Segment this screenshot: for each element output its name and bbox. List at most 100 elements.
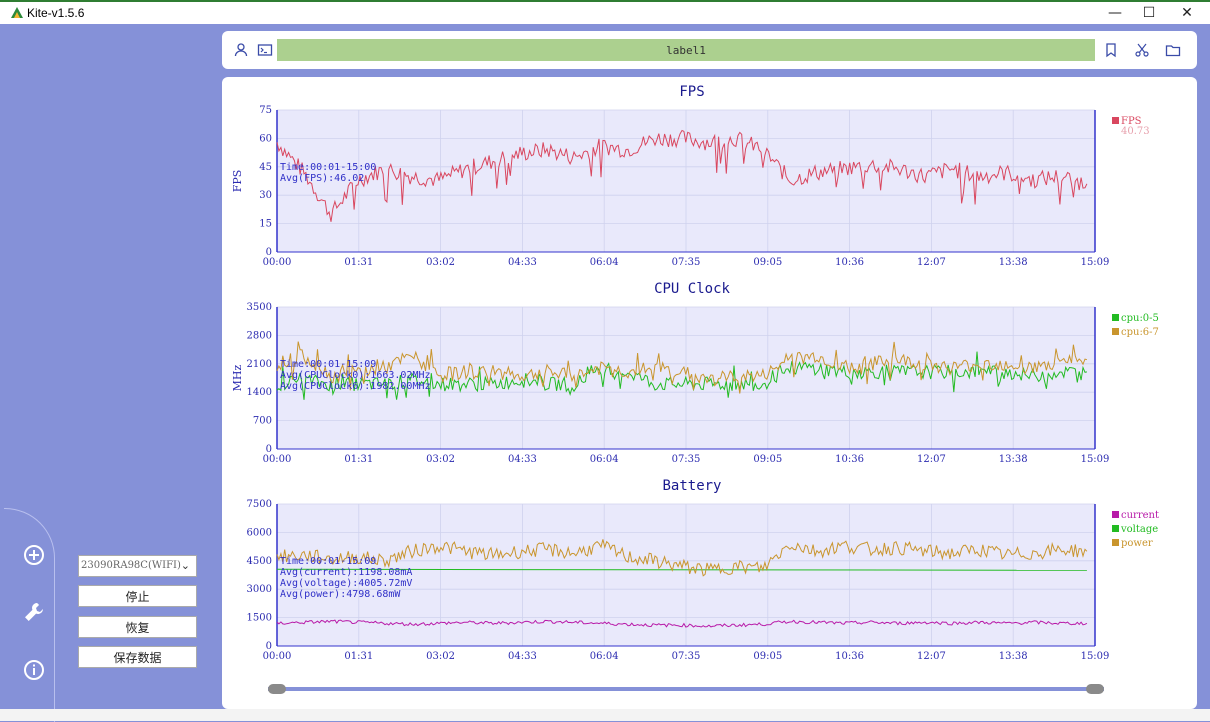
chart-annotation: Time:00:01-15:09 <box>280 359 376 370</box>
add-circle-icon[interactable] <box>22 543 46 567</box>
legend-label: power <box>1121 538 1153 549</box>
x-tick-label: 03:02 <box>426 454 455 465</box>
x-tick-label: 09:05 <box>753 454 782 465</box>
y-tick-label: 45 <box>259 162 272 173</box>
series-line-FPS <box>276 129 1088 222</box>
window-title: Kite-v1.5.6 <box>27 6 85 20</box>
x-tick-label: 00:00 <box>263 651 292 662</box>
x-tick-label: 00:00 <box>263 454 292 465</box>
x-tick-label: 15:09 <box>1081 257 1110 268</box>
x-tick-label: 01:31 <box>344 454 373 465</box>
device-select-value: 23090RA98C(WIFI) <box>81 560 181 571</box>
x-tick-label: 03:02 <box>426 257 455 268</box>
legend-label: cpu:6-7 <box>1121 327 1159 338</box>
resume-button[interactable]: 恢复 <box>78 616 197 638</box>
x-tick-label: 03:02 <box>426 651 455 662</box>
terminal-icon[interactable] <box>257 42 273 58</box>
bookmark-icon[interactable] <box>1103 42 1119 58</box>
info-icon[interactable] <box>22 658 46 682</box>
series-line-voltage <box>276 568 1087 571</box>
x-tick-label: 15:09 <box>1081 651 1110 662</box>
x-tick-label: 15:09 <box>1081 454 1110 465</box>
chart-annotation: Avg(FPS):46.02 <box>280 173 364 184</box>
stop-button[interactable]: 停止 <box>78 585 197 607</box>
legend-label: current <box>1121 510 1159 521</box>
x-tick-label: 12:07 <box>917 257 946 268</box>
x-tick-label: 06:04 <box>590 257 619 268</box>
chart-annotation: Avg(CPUClock0):1663.02MHz <box>280 370 431 381</box>
x-tick-label: 00:00 <box>263 257 292 268</box>
left-icon-panel <box>4 508 55 722</box>
chart-annotation: Avg(current):1198.08mA <box>280 567 412 578</box>
series-line-current <box>276 619 1088 628</box>
top-toolbar: label1 <box>222 31 1197 69</box>
y-tick-label: 3000 <box>247 584 272 595</box>
minimize-icon[interactable]: — <box>1108 5 1122 21</box>
y-tick-label: 0 <box>266 641 272 652</box>
bottom-strip <box>0 709 1210 721</box>
chart-annotation: Time:00:01-15:00 <box>280 162 376 173</box>
legend-label: voltage <box>1120 524 1158 535</box>
x-tick-label: 10:36 <box>835 454 864 465</box>
x-tick-label: 09:05 <box>753 257 782 268</box>
legend-swatch <box>1112 511 1119 518</box>
slider-start-handle[interactable] <box>268 684 286 694</box>
charts-canvas: FPS 00:00 01:31 03:02 04:33 06:04 07:35 09:05 10… <box>231 84 1159 662</box>
y-tick-label: 2800 <box>247 330 272 341</box>
x-tick-label: 04:33 <box>508 257 537 268</box>
y-tick-label: 700 <box>253 416 272 427</box>
x-tick-label: 06:04 <box>590 454 619 465</box>
x-tick-label: 04:33 <box>508 454 537 465</box>
y-tick-label: 1500 <box>247 613 272 624</box>
save-data-button[interactable]: 保存数据 <box>78 646 197 668</box>
y-axis-label: MHz <box>231 364 244 391</box>
y-axis-label: FPS <box>231 170 244 193</box>
series-line-cpu-6-7 <box>276 341 1088 394</box>
label-field[interactable]: label1 <box>277 39 1095 61</box>
y-tick-label: 6000 <box>247 527 272 538</box>
x-tick-label: 06:04 <box>590 651 619 662</box>
legend-label: FPS <box>1121 116 1142 127</box>
y-tick-label: 0 <box>266 247 272 258</box>
title-bar: Kite-v1.5.6 — ☐ ✕ <box>0 0 1210 24</box>
chart-title: CPU Clock <box>654 281 730 297</box>
y-tick-label: 4500 <box>247 556 272 567</box>
legend-swatch <box>1112 328 1119 335</box>
legend-swatch <box>1112 117 1119 124</box>
wrench-icon[interactable] <box>22 600 46 624</box>
x-tick-label: 13:38 <box>999 454 1028 465</box>
maximize-icon[interactable]: ☐ <box>1142 5 1156 21</box>
y-tick-label: 1400 <box>247 387 272 398</box>
y-tick-label: 2100 <box>247 359 272 370</box>
close-icon[interactable]: ✕ <box>1181 5 1193 21</box>
chart-title: Battery <box>662 478 721 494</box>
y-tick-label: 30 <box>259 190 272 201</box>
y-tick-label: 3500 <box>247 302 272 313</box>
x-tick-label: 07:35 <box>672 454 701 465</box>
x-tick-label: 13:38 <box>999 651 1028 662</box>
y-tick-label: 75 <box>259 105 272 116</box>
x-tick-label: 12:07 <box>917 651 946 662</box>
user-icon[interactable] <box>233 42 249 58</box>
folder-icon[interactable] <box>1165 42 1181 58</box>
x-tick-label: 04:33 <box>508 651 537 662</box>
charts-panel: FPS 00:00 01:31 03:02 04:33 06:04 07:35 09:05 10… <box>222 77 1197 709</box>
chart-annotation: Time:00:01-15:09 <box>280 556 376 567</box>
device-select[interactable]: 23090RA98C(WIFI) ⌄ <box>78 555 197 577</box>
chart-annotation: Avg(power):4798.68mW <box>280 589 401 600</box>
y-tick-label: 15 <box>259 219 272 230</box>
y-tick-label: 60 <box>259 133 272 144</box>
legend-value: 40.73 <box>1121 126 1150 137</box>
x-tick-label: 01:31 <box>344 651 373 662</box>
x-tick-label: 10:36 <box>835 257 864 268</box>
time-range-slider[interactable] <box>268 687 1104 691</box>
x-tick-label: 13:38 <box>999 257 1028 268</box>
y-tick-label: 0 <box>266 444 272 455</box>
chevron-down-icon: ⌄ <box>180 559 190 572</box>
chart-annotation: Avg(CPUClock6):1982.00MHz <box>280 381 431 392</box>
chart-annotation: Avg(voltage):4005.72mV <box>280 578 412 589</box>
y-tick-label: 7500 <box>247 499 272 510</box>
slider-end-handle[interactable] <box>1086 684 1104 694</box>
legend-swatch <box>1112 314 1119 321</box>
scissors-icon[interactable] <box>1134 42 1150 58</box>
